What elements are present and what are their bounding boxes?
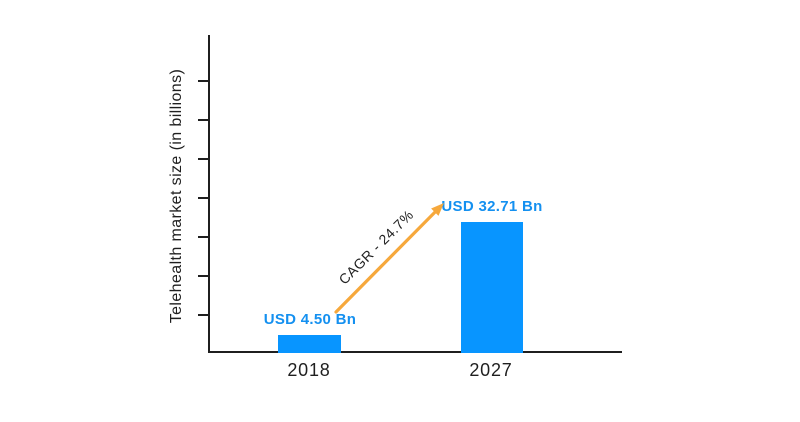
bar-2018 xyxy=(278,335,341,353)
cagr-annotation: CAGR - 24.7% xyxy=(335,206,417,288)
bar-rect-2027 xyxy=(461,222,523,353)
bar-2027 xyxy=(461,222,523,353)
value-label-2018: USD 4.50 Bn xyxy=(263,311,357,328)
value-label-2027: USD 32.71 Bn xyxy=(441,198,543,215)
y-axis-tick xyxy=(198,275,210,277)
y-axis-tick xyxy=(198,314,210,316)
x-tick-label-2027: 2027 xyxy=(469,360,513,380)
y-axis-title: Telehealth market size (in billions) xyxy=(168,68,185,324)
bar-rect-2018 xyxy=(278,335,341,353)
y-axis-tick xyxy=(198,119,210,121)
y-axis-tick xyxy=(198,80,210,82)
y-axis-tick xyxy=(198,158,210,160)
x-axis-line xyxy=(208,351,622,353)
y-axis-tick xyxy=(198,197,210,199)
y-axis-line xyxy=(208,35,210,353)
y-axis-tick xyxy=(198,236,210,238)
x-tick-label-2018: 2018 xyxy=(287,360,331,380)
